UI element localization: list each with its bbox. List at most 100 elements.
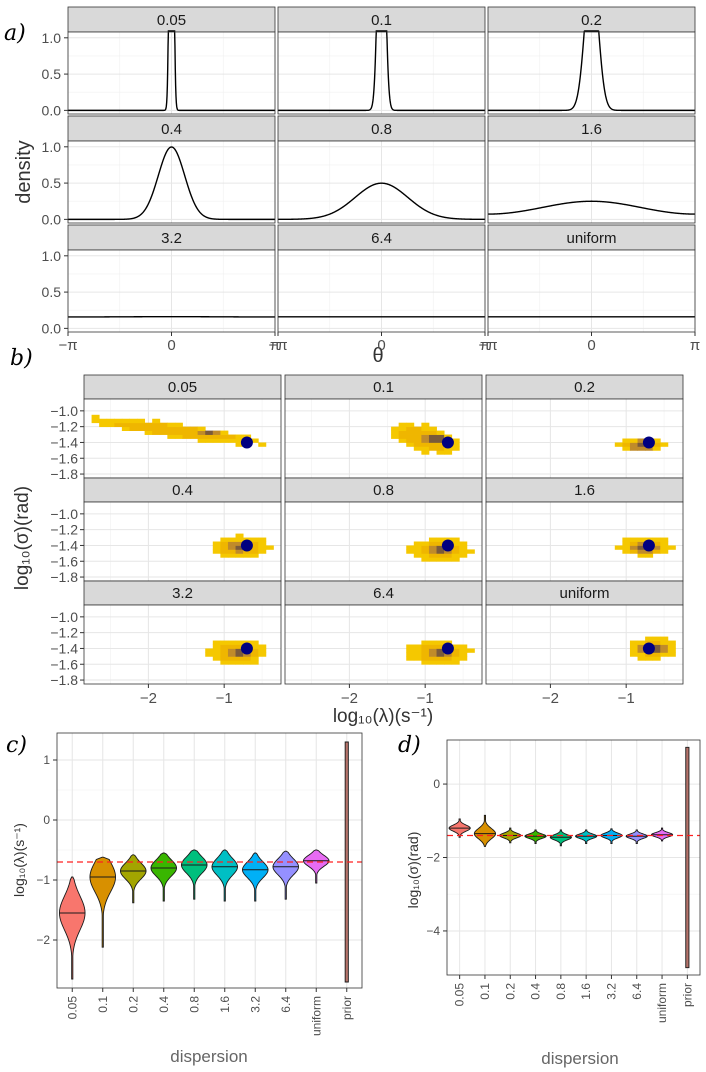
heatmap-cell bbox=[660, 442, 669, 447]
heatmap-cell bbox=[645, 656, 654, 661]
heatmap-cell bbox=[243, 553, 252, 558]
facet-strip bbox=[67, 115, 276, 142]
heatmap-cell bbox=[622, 549, 631, 554]
heatmap-cell bbox=[660, 648, 669, 653]
heatmap-cell bbox=[197, 426, 206, 431]
heatmap-cell bbox=[622, 545, 631, 550]
panel-d-xlabel: dispersion bbox=[541, 1049, 619, 1068]
heatmap-cell bbox=[205, 652, 214, 657]
heatmap-cell bbox=[451, 648, 460, 653]
heatmap-cell bbox=[212, 656, 221, 661]
heatmap-cell bbox=[421, 422, 430, 428]
heatmap-cell bbox=[258, 537, 267, 542]
true-value-point bbox=[441, 539, 454, 552]
violin bbox=[575, 829, 598, 844]
heatmap-cell bbox=[212, 640, 221, 645]
heatmap-cell bbox=[243, 549, 252, 554]
facet-strip bbox=[284, 477, 483, 503]
panel-c-ylabel: log₁₀(λ)(s⁻¹) bbox=[11, 823, 27, 897]
heatmap-cell bbox=[182, 426, 191, 431]
panel-a-xlabel: θ bbox=[372, 345, 383, 367]
heatmap-cell bbox=[436, 557, 445, 562]
heatmap-cell bbox=[667, 652, 676, 657]
heatmap-cell bbox=[629, 446, 638, 451]
heatmap-cell bbox=[258, 644, 267, 649]
heatmap-cell bbox=[227, 644, 236, 649]
heatmap-cell bbox=[421, 450, 430, 455]
heatmap-cell bbox=[622, 537, 631, 542]
heatmap-cell bbox=[451, 549, 460, 554]
heatmap-cell bbox=[428, 652, 437, 657]
heatmap-cell bbox=[220, 644, 229, 649]
heatmap-cell bbox=[227, 553, 236, 558]
violin bbox=[549, 829, 572, 847]
y-tick-label: −1.6 bbox=[50, 450, 78, 466]
true-value-point bbox=[642, 436, 655, 449]
heatmap-cell bbox=[205, 430, 214, 435]
heatmap-cell bbox=[652, 438, 661, 443]
heatmap-cell bbox=[637, 652, 646, 657]
heatmap-cell bbox=[629, 545, 638, 550]
heatmap-cell bbox=[421, 434, 430, 439]
panel-d-plot: −4 −2 0 0.05 0.1 0.2 0.4 0.8 1.6 3.2 6.4 uniform pri… bbox=[426, 739, 701, 1023]
heatmap-cell bbox=[428, 640, 437, 645]
heatmap-cell bbox=[637, 541, 646, 546]
heatmap-cell bbox=[406, 648, 415, 653]
facet-label: 1.6 bbox=[574, 482, 595, 499]
true-value-point bbox=[240, 539, 253, 552]
heatmap-cell bbox=[436, 648, 445, 653]
heatmap-cell bbox=[235, 549, 244, 554]
heatmap-cell bbox=[220, 660, 229, 665]
heatmap-cell bbox=[645, 446, 654, 451]
y-tick-label: −1.6 bbox=[50, 553, 78, 569]
heatmap-cell bbox=[436, 660, 445, 665]
panel-b-plot: 0.05−1.0−1.2−1.4−1.6−1.80.1 0.20.4−1.0−1.… bbox=[50, 374, 684, 707]
facet-label: 0.4 bbox=[161, 121, 182, 138]
y-tick-label: −1.8 bbox=[50, 672, 78, 688]
heatmap-cell bbox=[459, 652, 468, 657]
x-tick-label: π bbox=[480, 337, 490, 354]
heatmap-cell bbox=[235, 648, 244, 653]
heatmap-cell bbox=[212, 434, 221, 439]
heatmap-cell bbox=[428, 438, 437, 443]
heatmap-cell bbox=[652, 541, 661, 546]
heatmap-cell bbox=[152, 422, 161, 428]
heatmap-cell bbox=[428, 434, 437, 439]
heatmap-cell bbox=[137, 422, 146, 428]
heatmap-cell bbox=[182, 434, 191, 439]
heatmap-cell bbox=[220, 545, 229, 550]
heatmap-cell bbox=[398, 422, 407, 428]
heatmap-cell bbox=[406, 549, 415, 554]
facet-strip bbox=[83, 374, 282, 400]
panel-label-b: b) bbox=[10, 346, 33, 371]
heatmap-cell bbox=[428, 537, 437, 542]
heatmap-cell bbox=[258, 541, 267, 546]
heatmap-cell bbox=[421, 553, 430, 558]
heatmap-cell bbox=[622, 541, 631, 546]
heatmap-cell bbox=[444, 660, 453, 665]
heatmap-cell bbox=[451, 660, 460, 665]
heatmap-cell bbox=[220, 537, 229, 542]
heatmap-cell bbox=[629, 438, 638, 443]
heatmap-cell bbox=[637, 656, 646, 661]
heatmap-cell bbox=[137, 418, 146, 424]
heatmap-cell bbox=[629, 541, 638, 546]
heatmap-cell bbox=[114, 418, 123, 424]
heatmap-cell bbox=[235, 438, 244, 443]
heatmap-cell bbox=[258, 545, 267, 550]
x-tick-label: π bbox=[690, 337, 700, 354]
density-line bbox=[278, 182, 485, 221]
y-tick-label: 0.0 bbox=[42, 102, 62, 118]
heatmap-cell bbox=[159, 422, 168, 428]
heatmap-cell bbox=[660, 541, 669, 546]
y-tick-label: 0 bbox=[433, 777, 440, 791]
x-tick-label: 0.2 bbox=[126, 996, 140, 1013]
violin bbox=[473, 814, 497, 847]
heatmap-cell bbox=[250, 656, 259, 661]
x-tick-label: 0.4 bbox=[157, 996, 171, 1013]
heatmap-cell bbox=[190, 434, 199, 439]
heatmap-cell bbox=[129, 426, 138, 431]
panel-b-xlabel: log₁₀(λ)(s⁻¹) bbox=[333, 706, 433, 727]
x-tick-label: 6.4 bbox=[279, 996, 293, 1013]
heatmap-cell bbox=[406, 442, 415, 447]
